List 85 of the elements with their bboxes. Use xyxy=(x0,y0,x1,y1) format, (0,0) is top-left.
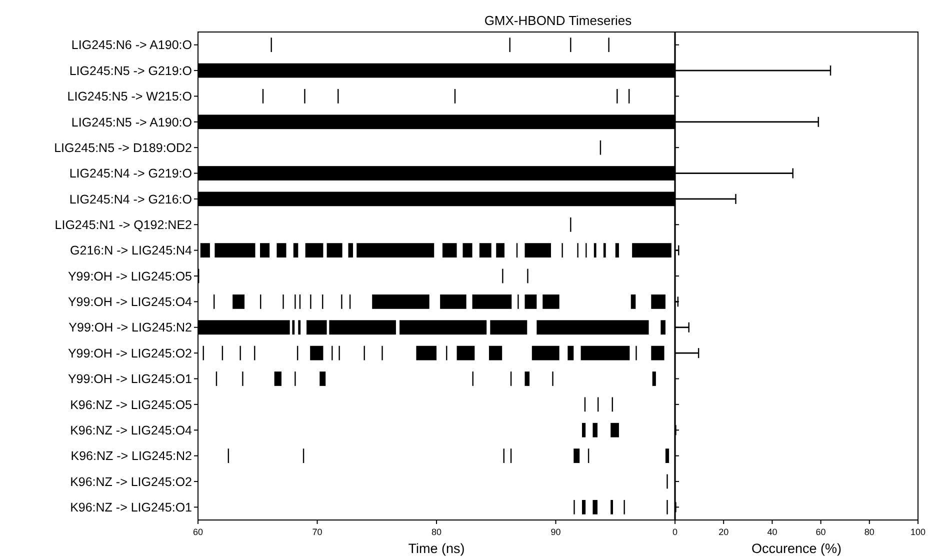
y-tick-label: LIG245:N5 -> G219:O xyxy=(69,64,192,78)
bar xyxy=(652,372,656,386)
bar xyxy=(582,500,586,514)
bar xyxy=(524,243,551,258)
bar xyxy=(488,346,502,360)
bar xyxy=(292,320,295,335)
y-tick-label: LIG245:N5 -> D189:OD2 xyxy=(54,140,192,155)
bar xyxy=(582,422,586,438)
bar xyxy=(329,320,396,335)
y-tick-label: Y99:OH -> LIG245:N2 xyxy=(68,320,192,335)
x-tick-label: 0 xyxy=(672,527,678,537)
bar xyxy=(632,243,672,258)
x-tick-label: 70 xyxy=(312,527,322,537)
x-tick-label: 60 xyxy=(192,527,204,537)
x-tick-label: 60 xyxy=(816,527,826,537)
y-tick-label: K96:NZ -> LIG245:O4 xyxy=(70,423,192,438)
bar xyxy=(630,294,636,309)
bar xyxy=(372,294,430,309)
bar xyxy=(532,346,560,360)
bar xyxy=(603,243,606,258)
chart-title: GMX-HBOND Timeseries xyxy=(484,13,632,28)
bar xyxy=(274,372,282,386)
bar xyxy=(400,320,487,335)
bar xyxy=(524,294,537,309)
bar xyxy=(472,294,512,309)
bar xyxy=(574,448,580,463)
bar xyxy=(615,243,619,258)
bar xyxy=(310,346,324,360)
bar xyxy=(592,500,598,514)
bar xyxy=(580,346,630,360)
bar xyxy=(326,243,342,258)
bar xyxy=(200,243,210,258)
y-tick-label: K96:NZ -> LIG245:O2 xyxy=(70,474,192,489)
bar xyxy=(298,320,301,335)
bar xyxy=(456,346,475,360)
bar xyxy=(496,243,504,258)
bar xyxy=(305,243,324,258)
bar xyxy=(214,243,256,258)
bar xyxy=(320,372,326,386)
bar xyxy=(660,320,666,335)
bar xyxy=(651,294,666,309)
bar xyxy=(440,294,466,309)
y-tick-label: K96:NZ -> LIG245:O5 xyxy=(70,398,192,412)
bar xyxy=(293,243,298,258)
x-tick-label: 80 xyxy=(431,527,442,537)
y-tick-label: Y99:OH -> LIG245:O1 xyxy=(68,372,192,386)
bar xyxy=(260,243,270,258)
x-tick-label: 90 xyxy=(550,527,561,537)
bar xyxy=(232,294,245,309)
bar xyxy=(568,346,574,360)
y-tick-label: LIG245:N5 -> A190:O xyxy=(71,115,192,130)
bar xyxy=(651,346,664,360)
x-tick-label: 80 xyxy=(864,527,874,537)
x-tick-label: 20 xyxy=(718,527,729,537)
y-tick-label: K96:NZ -> LIG245:N2 xyxy=(70,449,192,464)
bar xyxy=(536,320,649,335)
x-tick-label: 100 xyxy=(910,527,926,537)
y-tick-label: K96:NZ -> LIG245:O1 xyxy=(70,500,192,515)
x-axis-title: Time (ns) xyxy=(408,541,465,556)
y-tick-label: LIG245:N6 -> A190:O xyxy=(71,38,192,52)
y-tick-label: Y99:OH -> LIG245:O4 xyxy=(68,295,192,310)
y-tick-label: G216:N -> LIG245:N4 xyxy=(70,244,192,258)
bar xyxy=(610,422,619,438)
bar xyxy=(524,372,530,386)
bar xyxy=(306,320,327,335)
x-axis-title: Occurence (%) xyxy=(751,541,842,556)
bar xyxy=(442,243,457,258)
bar xyxy=(542,294,560,309)
bar xyxy=(479,243,492,258)
bar xyxy=(592,422,598,438)
bar xyxy=(462,243,472,258)
y-tick-label: LIG245:N5 -> W215:O xyxy=(67,90,192,104)
bar xyxy=(416,346,436,360)
y-tick-label: LIG245:N1 -> Q192:NE2 xyxy=(54,218,192,232)
bar xyxy=(594,243,596,258)
bar xyxy=(276,243,286,258)
y-tick-label: LIG245:N4 -> G216:O xyxy=(69,192,192,206)
x-tick-label: 40 xyxy=(767,527,778,537)
bar xyxy=(356,243,434,258)
bar xyxy=(665,448,670,463)
bar xyxy=(490,320,528,335)
y-tick-label: Y99:OH -> LIG245:O2 xyxy=(68,346,192,360)
y-tick-label: Y99:OH -> LIG245:O5 xyxy=(68,269,192,284)
y-tick-label: LIG245:N4 -> G219:O xyxy=(69,166,192,181)
bar xyxy=(348,243,354,258)
